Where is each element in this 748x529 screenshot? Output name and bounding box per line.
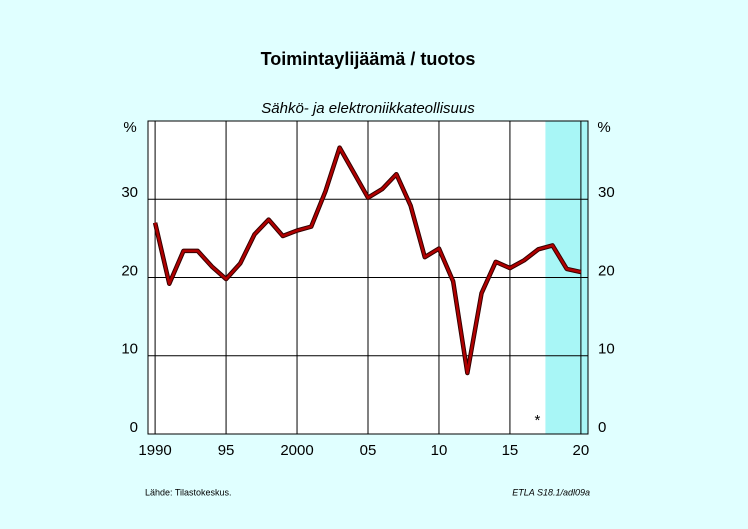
x-tick-label: 1990 <box>138 442 171 459</box>
x-tick-label: 10 <box>431 442 448 459</box>
y-tick-label: 20 <box>598 262 615 279</box>
y-unit: % <box>123 119 136 136</box>
x-tick-label: 15 <box>502 442 519 459</box>
y-tick-label: 10 <box>598 341 615 358</box>
x-tick-label: 05 <box>360 442 377 459</box>
annotation: * <box>534 412 540 429</box>
y-tick-label: 10 <box>121 341 138 358</box>
y-tick-label: 30 <box>598 184 615 201</box>
y-unit: % <box>597 119 610 136</box>
y-tick-label: 0 <box>598 419 606 436</box>
line <box>153 146 582 375</box>
plot-border <box>147 120 589 435</box>
y-tick-label: 20 <box>121 262 138 279</box>
x-tick-label: 2000 <box>280 442 313 459</box>
y-tick-label: 0 <box>130 419 138 436</box>
x-tick-label: 95 <box>218 442 235 459</box>
source: Lähde: Tilastokeskus. <box>145 487 232 497</box>
chart-subtitle: Sähkö- ja elektroniikkateollisuus <box>261 100 475 117</box>
y-tick-label: 30 <box>121 184 138 201</box>
chart-title: Toimintaylijäämä / tuotos <box>261 49 476 69</box>
x-tick-label: 20 <box>573 442 590 459</box>
footnote: ETLA S18.1/adl09a <box>512 487 590 497</box>
